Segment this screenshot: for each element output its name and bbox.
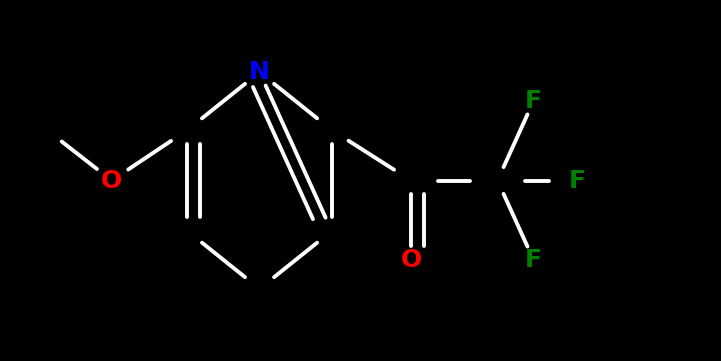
Text: F: F [568, 169, 585, 192]
Text: F: F [525, 89, 542, 113]
Text: O: O [101, 169, 123, 192]
Text: F: F [525, 248, 542, 272]
Text: O: O [400, 248, 422, 272]
Text: N: N [249, 60, 270, 84]
